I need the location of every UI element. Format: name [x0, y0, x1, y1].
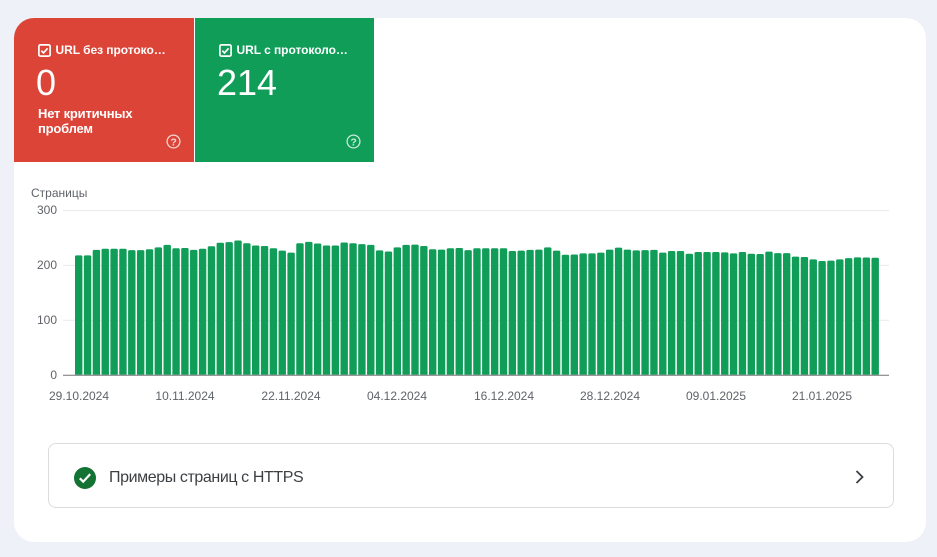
svg-text:?: ?: [170, 136, 176, 148]
svg-text:?: ?: [350, 136, 356, 148]
